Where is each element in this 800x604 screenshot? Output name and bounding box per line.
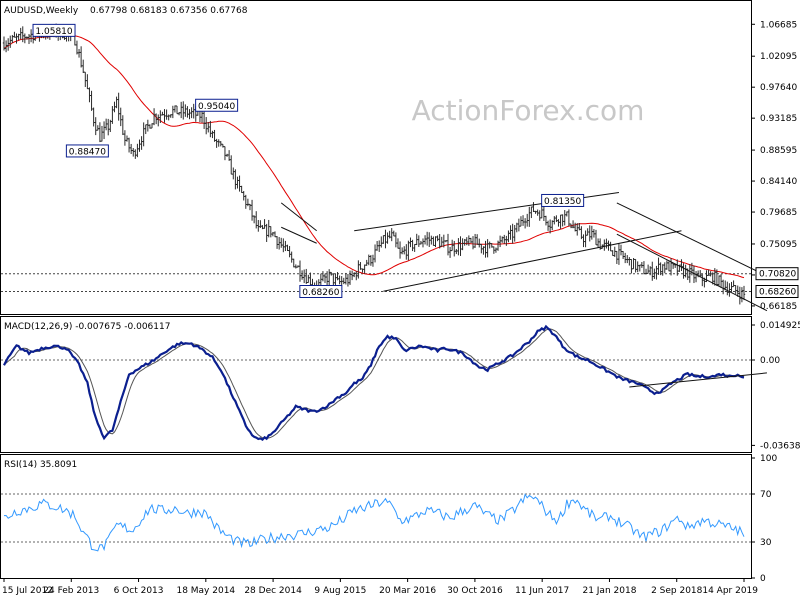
price-annotation-label: 0.88470 bbox=[69, 147, 106, 157]
x-axis-label: 20 Mar 2016 bbox=[379, 586, 436, 596]
macd-layer bbox=[1, 324, 767, 441]
x-axis-label: 6 Oct 2013 bbox=[114, 586, 164, 596]
y-axis-labels: 1.06685 1.02095 0.97640 0.93185 0.88595 0.841… bbox=[751, 20, 800, 584]
x-axis-label: 24 Feb 2013 bbox=[43, 586, 99, 596]
price-panel bbox=[0, 0, 752, 315]
x-axis-label: 2 Sep 2018 bbox=[651, 586, 703, 596]
price-y-tick-label: 0.79685 bbox=[760, 208, 797, 218]
price-y-tick-label: 1.06685 bbox=[760, 20, 797, 30]
moving-average-line bbox=[3, 35, 745, 279]
macd-y-tick-label: 0.00 bbox=[760, 356, 780, 366]
price-annotation-label: 0.95040 bbox=[198, 102, 235, 112]
price-trendline bbox=[616, 202, 768, 277]
price-annotation-label: 0.81350 bbox=[544, 197, 581, 207]
price-y-tick-label: 0.97640 bbox=[760, 83, 797, 93]
macd-trendline bbox=[629, 372, 767, 388]
price-level-label: 0.68260 bbox=[759, 288, 796, 298]
rsi-y-tick-label: 0 bbox=[760, 574, 766, 584]
rsi-layer bbox=[1, 493, 751, 552]
price-trendline bbox=[383, 230, 682, 292]
rsi-y-tick-label: 70 bbox=[760, 490, 772, 500]
x-axis-label: 21 Jan 2018 bbox=[582, 586, 636, 596]
rsi-y-tick-label: 100 bbox=[760, 454, 777, 464]
price-y-tick-label: 0.75095 bbox=[760, 240, 797, 250]
level-lines bbox=[1, 273, 751, 293]
x-axis-label: 11 Jun 2017 bbox=[515, 586, 569, 596]
rsi-panel-title: RSI(14) 35.8091 bbox=[4, 460, 77, 470]
price-level-label: 0.70820 bbox=[759, 270, 796, 280]
price-trendline bbox=[281, 226, 317, 244]
price-panel-title: AUDUSD,Weekly bbox=[4, 6, 79, 16]
price-annotation-box bbox=[65, 144, 109, 158]
rsi-panel bbox=[0, 454, 752, 579]
price-annotation-box bbox=[541, 193, 585, 207]
price-annotation-label: 0.68260 bbox=[302, 288, 339, 298]
price-y-tick-label: 0.93185 bbox=[760, 114, 797, 124]
price-annotation-box bbox=[195, 98, 239, 112]
x-axis-label: 14 Apr 2019 bbox=[702, 586, 758, 596]
price-ohlc-readout: 0.67798 0.68183 0.67356 0.67768 bbox=[90, 6, 248, 16]
moving-average-layer bbox=[3, 35, 745, 279]
rsi-line bbox=[3, 493, 745, 552]
price-level-box bbox=[755, 267, 799, 281]
x-axis-label: 28 Dec 2014 bbox=[244, 586, 302, 596]
price-trendline bbox=[280, 202, 317, 232]
macd-line bbox=[3, 324, 745, 441]
price-y-tick-label: 0.66185 bbox=[760, 302, 797, 312]
macd-signal-line bbox=[3, 328, 745, 439]
x-axis-label: 18 May 2014 bbox=[176, 586, 235, 596]
price-annotation-label: 1.05810 bbox=[35, 27, 72, 37]
price-annotation-box bbox=[32, 23, 76, 37]
watermark: ActionForex.com bbox=[412, 94, 645, 127]
price-y-tick-label: 0.84140 bbox=[760, 177, 797, 187]
macd-y-tick-label: -0.036389 bbox=[760, 441, 800, 451]
price-annotations: 1.05810 0.95040 0.88470 0.68260 0.81350 bbox=[32, 23, 585, 299]
macd-panel-title: MACD(12,26,9) -0.007675 -0.006117 bbox=[4, 322, 170, 332]
price-y-tick-label: 1.02095 bbox=[760, 52, 797, 62]
macd-y-tick-label: 0.014925 bbox=[760, 321, 800, 331]
price-trendline bbox=[616, 233, 768, 312]
x-axis-label: 30 Oct 2016 bbox=[447, 586, 503, 596]
price-level-box bbox=[755, 285, 799, 299]
x-axis-label: 15 Jul 2012 bbox=[2, 586, 53, 596]
price-annotation-box bbox=[299, 285, 343, 299]
price-y-tick-label: 0.88595 bbox=[760, 146, 797, 156]
rsi-y-tick-label: 30 bbox=[760, 538, 772, 548]
x-axis-label: 9 Aug 2015 bbox=[314, 586, 366, 596]
